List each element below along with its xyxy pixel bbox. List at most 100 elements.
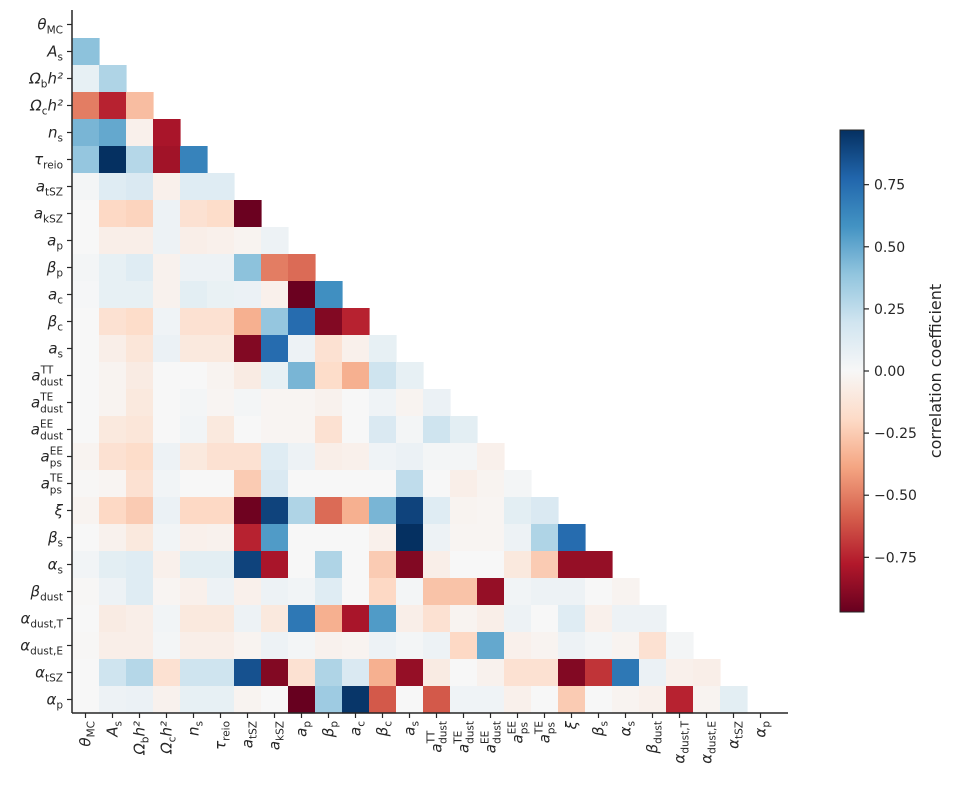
heatmap-cell (126, 470, 154, 498)
heatmap-cell (153, 362, 181, 390)
heatmap-cell (261, 335, 289, 363)
heatmap-cell (369, 524, 397, 552)
heatmap-cell (99, 632, 127, 660)
heatmap-axes (71, 10, 788, 714)
heatmap-cell (234, 497, 262, 525)
heatmap-cell (207, 470, 235, 498)
heatmap-cell (234, 659, 262, 687)
heatmap-cell (531, 659, 559, 687)
heatmap-cell (342, 686, 370, 714)
heatmap-cell (450, 605, 478, 633)
heatmap-cell (369, 362, 397, 390)
y-tick-label: akSZ (34, 205, 63, 226)
heatmap-cell (126, 497, 154, 525)
heatmap-cell (207, 578, 235, 606)
heatmap-cell (504, 605, 532, 633)
heatmap-cell (396, 470, 424, 498)
heatmap-cell (558, 632, 586, 660)
heatmap-cell (423, 416, 451, 444)
heatmap-cell (126, 92, 154, 120)
heatmap-cell (261, 227, 289, 255)
heatmap-cell (504, 686, 532, 714)
heatmap-cell (261, 605, 289, 633)
heatmap-cell (639, 659, 667, 687)
heatmap-cell (585, 578, 613, 606)
heatmap-cell (531, 524, 559, 552)
heatmap-cell (207, 173, 235, 201)
heatmap-cell (288, 308, 316, 336)
x-tick-label: αs (617, 721, 638, 736)
heatmap-cell (180, 470, 208, 498)
heatmap-cell (180, 254, 208, 282)
heatmap-cell (531, 578, 559, 606)
heatmap-cell (126, 659, 154, 687)
heatmap-cell (153, 416, 181, 444)
heatmap-cell (99, 281, 127, 309)
y-tick-label: atSZ (36, 178, 63, 199)
colorbar-tick-label: 0.25 (874, 302, 905, 318)
heatmap-cell (153, 254, 181, 282)
y-tick-label: Ωch² (29, 97, 63, 118)
heatmap-cell (99, 470, 127, 498)
heatmap-cell (180, 308, 208, 336)
heatmap-cell (153, 173, 181, 201)
heatmap-cell (369, 416, 397, 444)
heatmap-cell (99, 119, 127, 147)
heatmap-cell (72, 497, 100, 525)
colorbar-ticks: 0.75 0.50 0.25 0.00 −0.25 −0.50 −0.75 (864, 178, 917, 566)
heatmap-cell (261, 551, 289, 579)
heatmap-cell (72, 227, 100, 255)
heatmap-cell (180, 146, 208, 174)
heatmap-cell (234, 200, 262, 228)
heatmap-cell (342, 659, 370, 687)
heatmap-cell (99, 551, 127, 579)
heatmap-cell (558, 551, 586, 579)
heatmap-cell (288, 551, 316, 579)
heatmap-cell (423, 497, 451, 525)
heatmap-cell (612, 578, 640, 606)
heatmap-cell (207, 551, 235, 579)
heatmap-cell (207, 686, 235, 714)
heatmap-cell (369, 470, 397, 498)
heatmap-cell (72, 92, 100, 120)
heatmap-cell (450, 632, 478, 660)
heatmap-cell (261, 497, 289, 525)
heatmap-cell (153, 119, 181, 147)
heatmap-cell (585, 686, 613, 714)
heatmap-cell (153, 281, 181, 309)
heatmap-cell (153, 551, 181, 579)
y-tick-label: αp (46, 691, 63, 712)
heatmap-cell (288, 605, 316, 633)
heatmap-cell (180, 362, 208, 390)
heatmap-cell (153, 443, 181, 471)
heatmap-cell (72, 38, 100, 66)
heatmap-cell (234, 254, 262, 282)
heatmap-cell (315, 524, 343, 552)
heatmap-cell (126, 632, 154, 660)
y-tick-label: αdust,E (20, 637, 63, 658)
heatmap-cell (504, 497, 532, 525)
heatmap-cell (180, 416, 208, 444)
heatmap-cell (396, 524, 424, 552)
x-tick-label: akSZ (266, 721, 287, 750)
heatmap-cell (423, 389, 451, 417)
heatmap-cell (396, 578, 424, 606)
heatmap-cell (315, 551, 343, 579)
heatmap-cell (666, 632, 694, 660)
heatmap-cell (504, 632, 532, 660)
heatmap-cell (72, 659, 100, 687)
heatmap-cell (477, 659, 505, 687)
x-tick-label: atSZ (239, 721, 260, 748)
y-tick-label: τreio (34, 151, 63, 172)
heatmap-cell (180, 659, 208, 687)
heatmap-cell (477, 578, 505, 606)
heatmap-cell (99, 227, 127, 255)
heatmap-cell (585, 605, 613, 633)
y-tick-label: ac (48, 286, 63, 307)
heatmap-cell (207, 443, 235, 471)
heatmap-cell (612, 659, 640, 687)
heatmap-cell (207, 605, 235, 633)
heatmap-cell (207, 659, 235, 687)
heatmap-cell (72, 173, 100, 201)
